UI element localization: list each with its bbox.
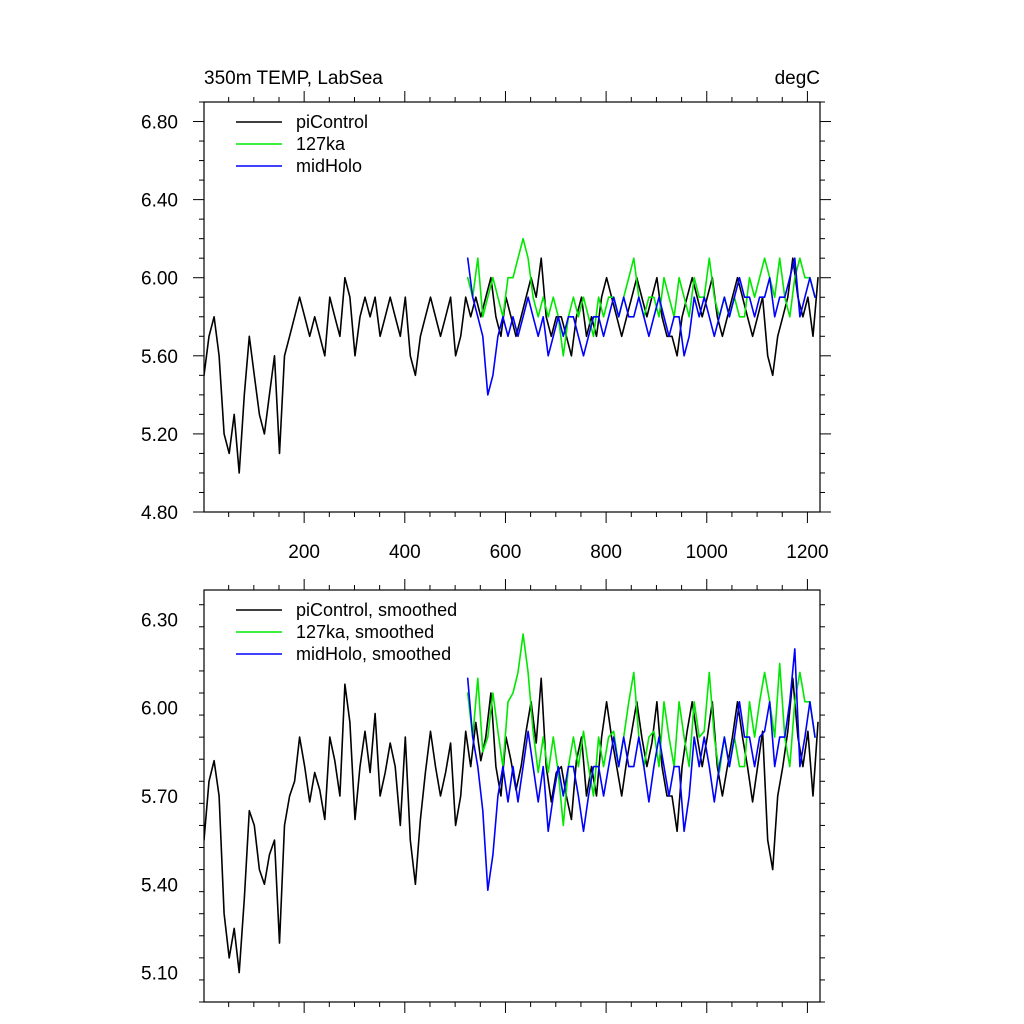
x-tick-label: 1000 — [686, 542, 728, 563]
plot-frame — [203, 589, 821, 1003]
legend-label: 127ka — [296, 134, 346, 154]
series-group — [204, 633, 819, 974]
y-tick-label: 4.80 — [141, 503, 178, 524]
legend-label: piControl, smoothed — [296, 600, 457, 620]
x-tick-label: 1200 — [786, 542, 828, 563]
chart-title: 350m TEMP, LabSea — [204, 68, 383, 89]
series-line-midholo — [466, 648, 816, 892]
y-axis: 5.10 5.40 5.70 6.00 6.30 — [141, 604, 825, 1003]
y-tick-label: 6.30 — [141, 610, 178, 631]
y-tick-label: 5.70 — [141, 787, 178, 808]
legend-label: midHolo, smoothed — [296, 644, 451, 664]
y-tick-label: 5.10 — [141, 964, 178, 985]
y-tick-label: 5.20 — [141, 425, 178, 446]
y-tick-label: 6.00 — [141, 269, 178, 290]
legend-label: piControl — [296, 112, 368, 132]
units-label: degC — [775, 68, 820, 89]
y-axis: 4.80 5.20 5.60 6.00 6.40 6.80 — [141, 101, 831, 524]
x-tick-label: 600 — [490, 542, 522, 563]
x-tick-label: 800 — [590, 542, 622, 563]
legend-label: 127ka, smoothed — [296, 622, 434, 642]
legend-label: midHolo — [296, 156, 362, 176]
panel-raw: 200 400 600 800 1000 1200 4.80 5.20 5.60 6.00 6.40… — [141, 91, 831, 563]
x-axis: 200 400 600 800 1000 1200 — [228, 91, 829, 563]
y-tick-label: 6.80 — [141, 113, 178, 134]
y-tick-label: 5.40 — [141, 875, 178, 896]
y-tick-label: 6.40 — [141, 191, 178, 212]
x-axis — [228, 579, 808, 1013]
series-line-midholo — [466, 257, 816, 396]
x-tick-label: 200 — [288, 542, 320, 563]
plot-frame — [203, 101, 821, 513]
series-group — [204, 237, 819, 474]
panel-smoothed: 5.10 5.40 5.70 6.00 6.30 piControl, smoothed1… — [141, 579, 825, 1013]
y-tick-label: 5.60 — [141, 347, 178, 368]
x-tick-label: 400 — [389, 542, 421, 563]
y-tick-label: 6.00 — [141, 699, 178, 720]
